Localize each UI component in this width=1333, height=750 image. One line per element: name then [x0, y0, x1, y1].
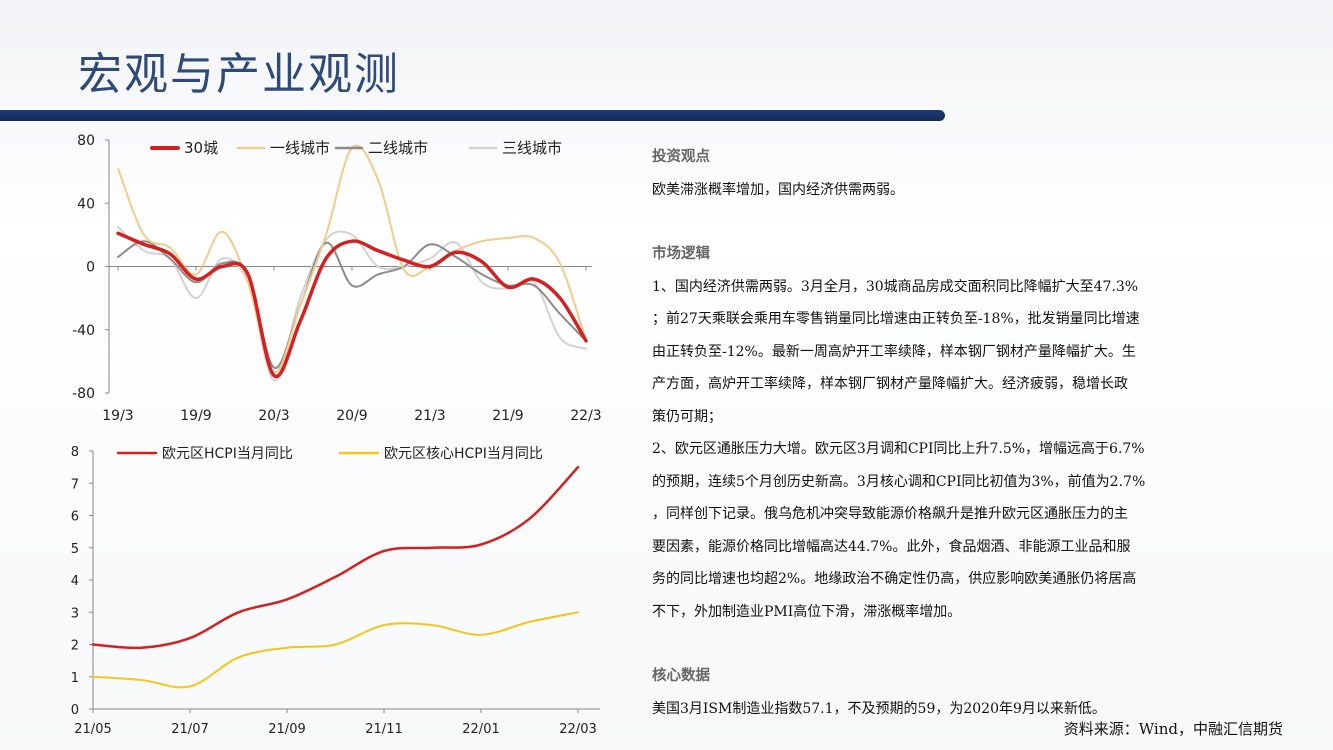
series-line: [117, 226, 587, 382]
y-tick-label: 40: [77, 196, 95, 212]
x-tick-label: 22/3: [570, 408, 601, 424]
x-tick-label: 21/07: [171, 722, 208, 737]
y-tick-label: 3: [71, 606, 79, 621]
logic-line: ，同样创下记录。俄乌危机冲突导致能源价格飙升是推升欧元区通胀压力的主: [652, 506, 1128, 522]
logic-line: 策仍可期；: [652, 408, 722, 425]
logic-line: 1、国内经济供需两弱。3月全月，30城商品房成交面积同比降幅扩大至47.3%: [652, 278, 1139, 295]
section-heading-core-data: 核心数据: [652, 668, 710, 684]
x-tick-label: 19/3: [102, 408, 133, 424]
x-tick-label: 22/03: [559, 722, 596, 737]
logic-line: 要因素，能源价格同比增幅高达44.7%。此外，食品烟酒、非能源工业品和服: [652, 538, 1131, 555]
series-line: [117, 240, 587, 369]
section-body-core-data: 美国3月ISM制造业指数57.1，不及预期的59，为2020年9月以来新低。: [652, 700, 1106, 717]
x-tick-label: 22/01: [462, 722, 499, 737]
y-tick-label: 7: [71, 477, 79, 492]
legend-label: 欧元区HCPI当月同比: [162, 446, 293, 462]
logic-line: 由正转负至-12%。最新一周高炉开工率续降，样本钢厂钢材产量降幅扩大。生: [652, 343, 1136, 360]
logic-line: 务的同比增速也均超2%。地缘政治不确定性仍高，供应影响欧美通胀仍将居高: [652, 571, 1137, 587]
section-heading-logic: 市场逻辑: [652, 246, 710, 262]
y-tick-label: 4: [71, 574, 79, 589]
page-title: 宏观与产业观测: [78, 49, 400, 100]
x-tick-label: 19/9: [180, 408, 211, 424]
x-tick-label: 21/9: [492, 408, 523, 424]
series-line: [117, 144, 587, 374]
property-sales-chart: 80 40 0 -40 -80 19/3 19/9 20/3 20/9 21/3 21/9 22/3 3…: [72, 133, 602, 424]
y-tick-label: 2: [71, 639, 79, 654]
x-tick-label: 20/9: [336, 408, 367, 424]
text-panel: 投资观点 欧美滞涨概率增加，国内经济供需两弱。 市场逻辑 1、国内经济供需两弱。…: [652, 141, 1312, 725]
y-tick-label: 1: [71, 671, 79, 686]
logic-line: 产方面，高炉开工率续降，样本钢厂钢材产量降幅扩大。经济疲弱，稳增长政: [652, 376, 1128, 392]
y-tick-label: 8: [71, 445, 79, 460]
x-tick-label: 21/11: [365, 722, 402, 737]
y-tick-label: 80: [77, 133, 95, 149]
y-tick-label: 5: [71, 542, 79, 557]
legend-label: 30城: [184, 139, 218, 157]
series-line: [91, 465, 580, 650]
section-body-view: 欧美滞涨概率增加，国内经济供需两弱。: [652, 181, 904, 198]
series-line: [92, 611, 579, 689]
x-tick-label: 21/3: [414, 408, 445, 424]
series-line: [116, 231, 588, 379]
y-tick-label: 0: [71, 703, 79, 718]
section-heading-view: 投资观点: [652, 149, 710, 165]
y-tick-label: 6: [71, 510, 79, 525]
x-tick-label: 21/09: [268, 722, 305, 737]
source-note: 资料来源：Wind，中融汇信期货: [1063, 720, 1283, 738]
logic-line: 不下，外加制造业PMI高位下滑，滞涨概率增加。: [652, 603, 962, 620]
legend-label: 一线城市: [270, 139, 330, 157]
legend-label: 欧元区核心HCPI当月同比: [384, 446, 543, 462]
y-tick-label: -80: [72, 386, 95, 402]
logic-line: ；前27天乘联会乘用车零售销量同比增速由正转负至-18%，批发销量同比增速: [652, 311, 1140, 327]
x-tick-label: 20/3: [258, 408, 289, 424]
legend-label: 三线城市: [502, 139, 562, 157]
eurozone-hicp-chart: 8 7 6 5 4 3 2 1 0 21/05 21/07 21/09 21/11 22/01 22/03 欧…: [71, 445, 600, 737]
title-bar: [0, 110, 945, 121]
y-tick-label: 0: [86, 260, 95, 276]
logic-line: 2、欧元区通胀压力大增。欧元区3月调和CPI同比上升7.5%，增幅远高于6.7%: [652, 441, 1145, 457]
logic-line: 的预期，连续5个月创历史新高。3月核心调和CPI同比初值为3%，前值为2.7%: [652, 473, 1146, 490]
x-tick-label: 21/05: [74, 722, 111, 737]
legend-label: 二线城市: [368, 139, 428, 157]
y-tick-label: -40: [72, 323, 95, 339]
